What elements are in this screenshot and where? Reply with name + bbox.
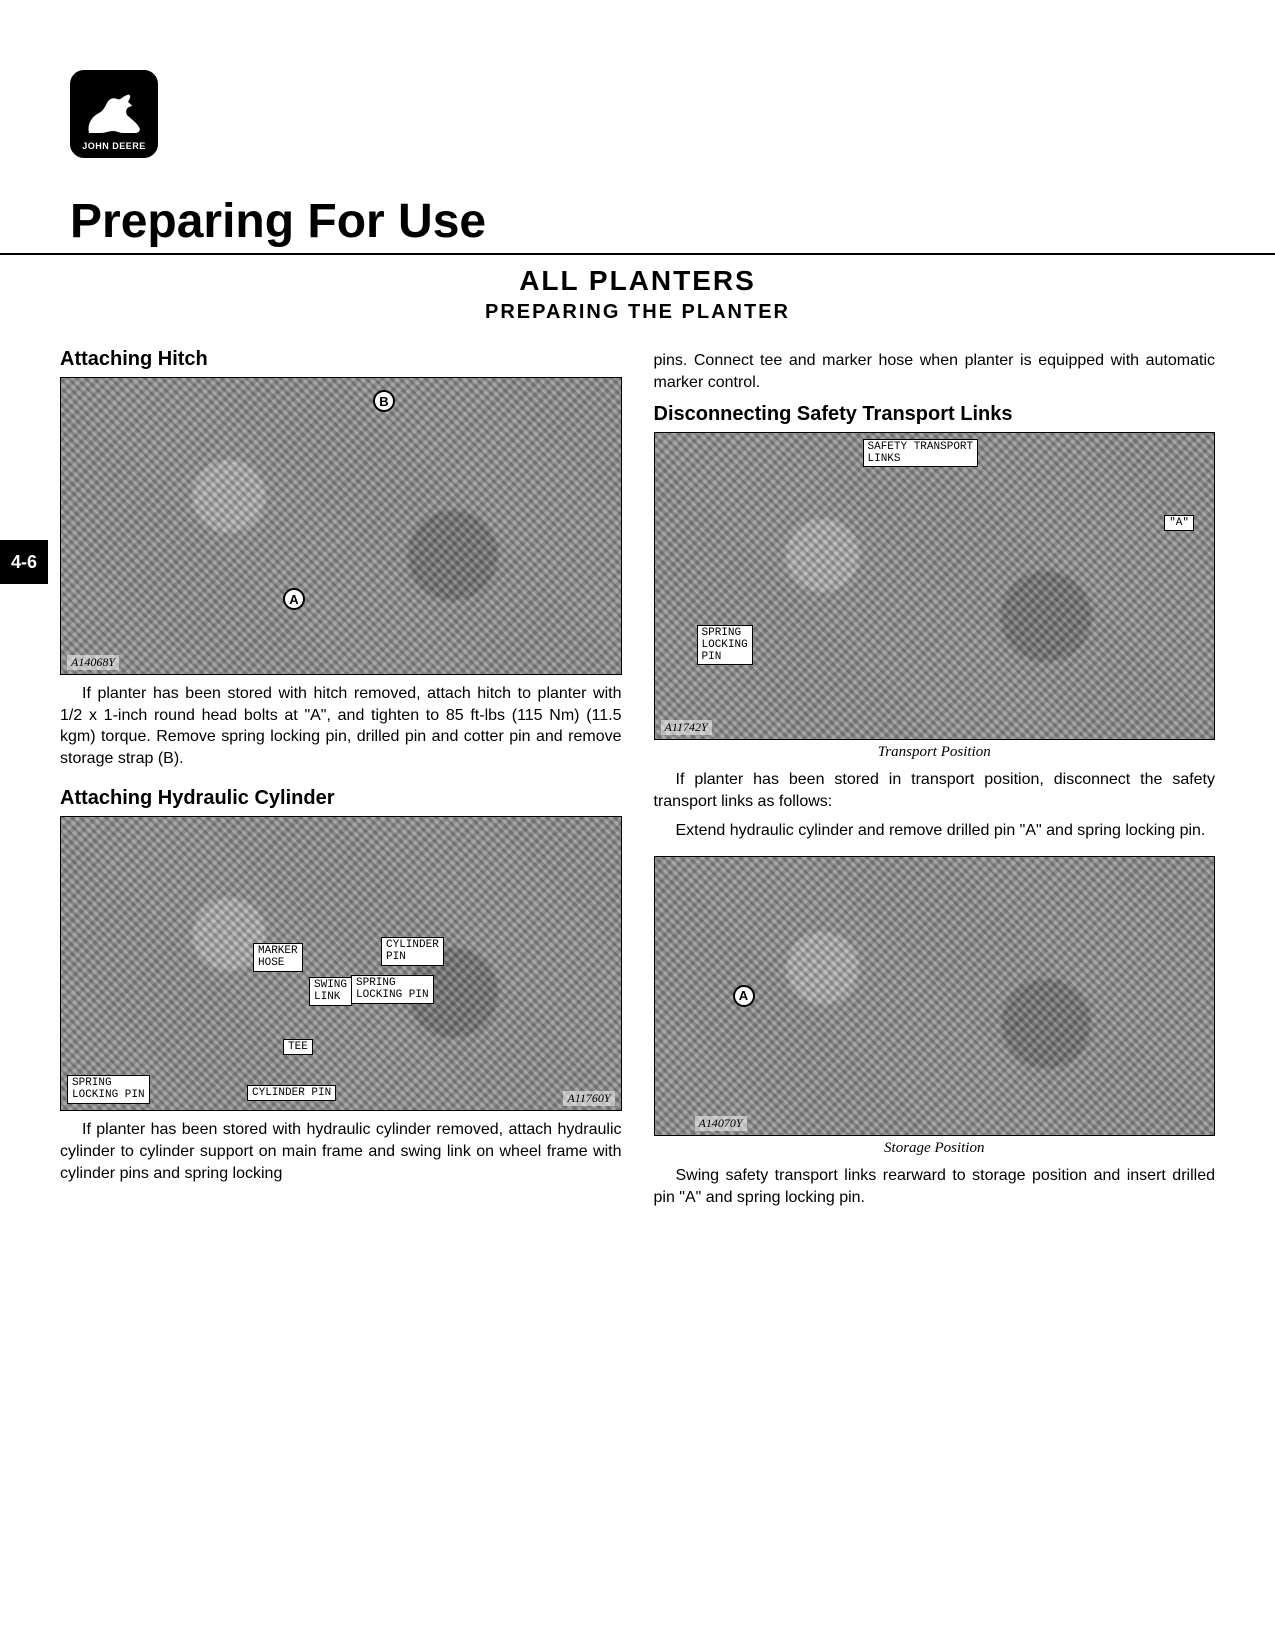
- figure-ref: A11742Y: [661, 720, 712, 735]
- label-safety-transport-links: SAFETY TRANSPORT LINKS: [863, 439, 979, 467]
- label-spring-locking-pin-top: SPRING LOCKING PIN: [351, 975, 434, 1003]
- heading-disconnecting-links: Disconnecting Safety Transport Links: [654, 403, 1216, 426]
- figure-ref: A14070Y: [695, 1116, 747, 1131]
- figure-storage-position: A A14070Y: [654, 856, 1216, 1136]
- right-column: pins. Connect tee and marker hose when p…: [654, 342, 1216, 1208]
- label-spring-locking-pin: SPRING LOCKING PIN: [697, 625, 753, 665]
- figure-hitch: A B A14068Y: [60, 377, 622, 675]
- heading-attaching-hitch: Attaching Hitch: [60, 348, 622, 371]
- paragraph-storage: Swing safety transport links rearward to…: [654, 1165, 1216, 1208]
- subsection-heading: PREPARING THE PLANTER: [60, 301, 1215, 324]
- marker-a: A: [283, 588, 305, 610]
- paragraph-transport-1: If planter has been stored in transport …: [654, 769, 1216, 812]
- label-spring-locking-pin-bottom: SPRING LOCKING PIN: [67, 1075, 150, 1103]
- page-title: Preparing For Use: [70, 194, 1215, 249]
- figure-ref: A11760Y: [563, 1091, 614, 1106]
- figure-ref: A14068Y: [67, 655, 119, 670]
- title-rule: [0, 253, 1275, 255]
- label-a: "A": [1164, 515, 1194, 531]
- figure-transport-position: SAFETY TRANSPORT LINKS "A" SPRING LOCKIN…: [654, 432, 1216, 740]
- marker-a: A: [733, 985, 755, 1007]
- paragraph-pins-continue: pins. Connect tee and marker hose when p…: [654, 350, 1216, 393]
- label-swing-link: SWING LINK: [309, 977, 352, 1005]
- brand-logo: JOHN DEERE: [70, 70, 158, 158]
- page-number-tab: 4-6: [0, 540, 48, 584]
- caption-storage: Storage Position: [654, 1140, 1216, 1157]
- figure-hydraulic: MARKER HOSE CYLINDER PIN SPRING LOCKING …: [60, 816, 622, 1111]
- brand-text: JOHN DEERE: [82, 141, 146, 151]
- label-cylinder-pin-bottom: CYLINDER PIN: [247, 1085, 336, 1101]
- deer-icon: [83, 93, 145, 139]
- paragraph-hitch: If planter has been stored with hitch re…: [60, 683, 622, 769]
- caption-transport: Transport Position: [654, 744, 1216, 761]
- heading-hydraulic-cylinder: Attaching Hydraulic Cylinder: [60, 787, 622, 810]
- section-heading: ALL PLANTERS: [60, 265, 1215, 297]
- left-column: Attaching Hitch A B A14068Y If planter h…: [60, 342, 622, 1208]
- paragraph-hydraulic: If planter has been stored with hydrauli…: [60, 1119, 622, 1184]
- paragraph-transport-2: Extend hydraulic cylinder and remove dri…: [654, 820, 1216, 842]
- label-cylinder-pin-top: CYLINDER PIN: [381, 937, 444, 965]
- label-marker-hose: MARKER HOSE: [253, 943, 303, 971]
- marker-b: B: [373, 390, 395, 412]
- label-tee: TEE: [283, 1039, 313, 1055]
